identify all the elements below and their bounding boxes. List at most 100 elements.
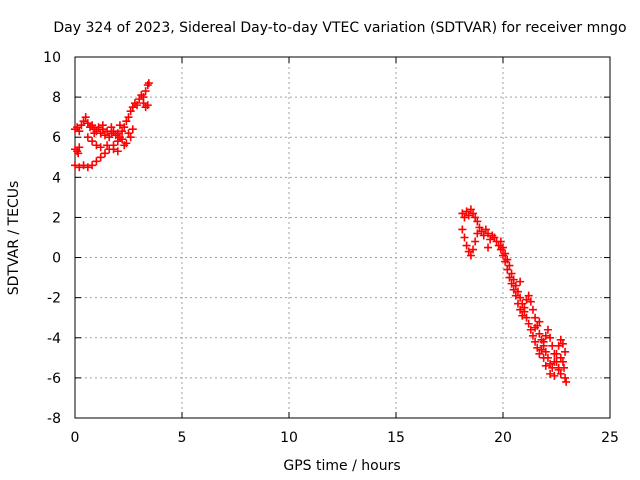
data-point: [484, 243, 493, 252]
data-point: [75, 143, 84, 152]
data-point: [113, 137, 122, 146]
grid-layer: [75, 57, 610, 418]
data-point: [126, 107, 135, 116]
data-point: [466, 205, 475, 214]
data-point: [460, 213, 469, 222]
data-point: [494, 241, 503, 250]
data-point: [505, 273, 514, 282]
data-points: [71, 79, 571, 386]
data-point: [528, 305, 537, 314]
data-point: [83, 119, 92, 128]
data-point: [135, 95, 144, 104]
data-point: [507, 279, 516, 288]
data-point: [554, 365, 563, 374]
data-point: [518, 299, 527, 308]
data-point: [77, 121, 86, 130]
data-point: [473, 229, 482, 238]
data-point: [511, 291, 520, 300]
y-axis-label: SDTVAR / TECUs: [6, 181, 22, 296]
x-tick-label: 0: [71, 430, 80, 446]
data-point: [518, 311, 527, 320]
data-point: [113, 147, 122, 156]
data-point: [128, 125, 137, 134]
y-tick-label: 2: [52, 210, 61, 226]
data-point: [81, 113, 90, 122]
data-point: [96, 153, 105, 162]
data-point: [458, 209, 467, 218]
data-point: [522, 313, 531, 322]
data-point: [520, 307, 529, 316]
data-point: [546, 333, 555, 342]
data-point: [541, 347, 550, 356]
data-point: [75, 127, 84, 136]
data-point: [516, 293, 525, 302]
data-point: [528, 331, 537, 340]
data-point: [98, 121, 107, 130]
data-point: [133, 101, 142, 110]
data-point: [562, 377, 571, 386]
y-tick-label: 4: [52, 170, 61, 186]
data-point: [88, 137, 97, 146]
data-point: [535, 317, 544, 326]
data-point: [539, 337, 548, 346]
data-point: [464, 211, 473, 220]
data-point: [96, 143, 105, 152]
data-point: [509, 285, 518, 294]
data-point: [507, 269, 516, 278]
data-point: [516, 277, 525, 286]
x-tick-label: 10: [280, 430, 298, 446]
y-tick-label: 0: [52, 251, 61, 267]
y-tick-label: -6: [47, 371, 61, 387]
data-point: [92, 141, 101, 150]
data-point: [503, 255, 512, 264]
data-point: [531, 323, 540, 332]
data-point: [546, 359, 555, 368]
data-point: [531, 313, 540, 322]
data-point: [511, 281, 520, 290]
data-point: [471, 213, 480, 222]
data-point: [503, 265, 512, 274]
data-point: [548, 341, 557, 350]
data-point: [558, 339, 567, 348]
x-tick-label: 15: [387, 430, 405, 446]
y-tick-label: 8: [52, 90, 61, 106]
data-point: [496, 237, 505, 246]
data-point: [558, 357, 567, 366]
data-point: [139, 99, 148, 108]
data-point: [539, 353, 548, 362]
data-point: [103, 141, 112, 150]
data-point: [460, 233, 469, 242]
data-point: [92, 157, 101, 166]
data-point: [541, 331, 550, 340]
data-point: [466, 251, 475, 260]
data-point: [122, 117, 131, 126]
x-axis-label: GPS time / hours: [283, 458, 400, 474]
tick-layer: 0 5 10 15 20 25 -8 -6 -4 -2 0 2 4 6 8 10: [43, 50, 619, 446]
y-tick-label: -4: [47, 331, 61, 347]
data-point: [120, 123, 129, 132]
data-point: [88, 161, 97, 170]
data-point: [458, 225, 467, 234]
data-point: [490, 233, 499, 242]
data-point: [105, 133, 114, 142]
data-point: [556, 369, 565, 378]
x-tick-label: 5: [178, 430, 187, 446]
data-point: [486, 235, 495, 244]
data-point: [499, 243, 507, 252]
x-tick-label: 25: [601, 430, 619, 446]
data-point: [118, 127, 127, 136]
data-point: [477, 227, 486, 236]
data-point: [113, 129, 122, 138]
data-point: [115, 121, 124, 130]
y-tick-label: 10: [43, 50, 61, 66]
data-point: [118, 135, 127, 144]
data-point: [88, 121, 97, 130]
data-point: [90, 129, 99, 138]
data-point: [550, 371, 559, 380]
data-point: [124, 129, 133, 138]
data-point: [141, 87, 150, 96]
data-point: [561, 373, 570, 382]
y-tick-label: -8: [47, 411, 61, 427]
data-point: [469, 209, 478, 218]
data-point: [475, 223, 484, 232]
